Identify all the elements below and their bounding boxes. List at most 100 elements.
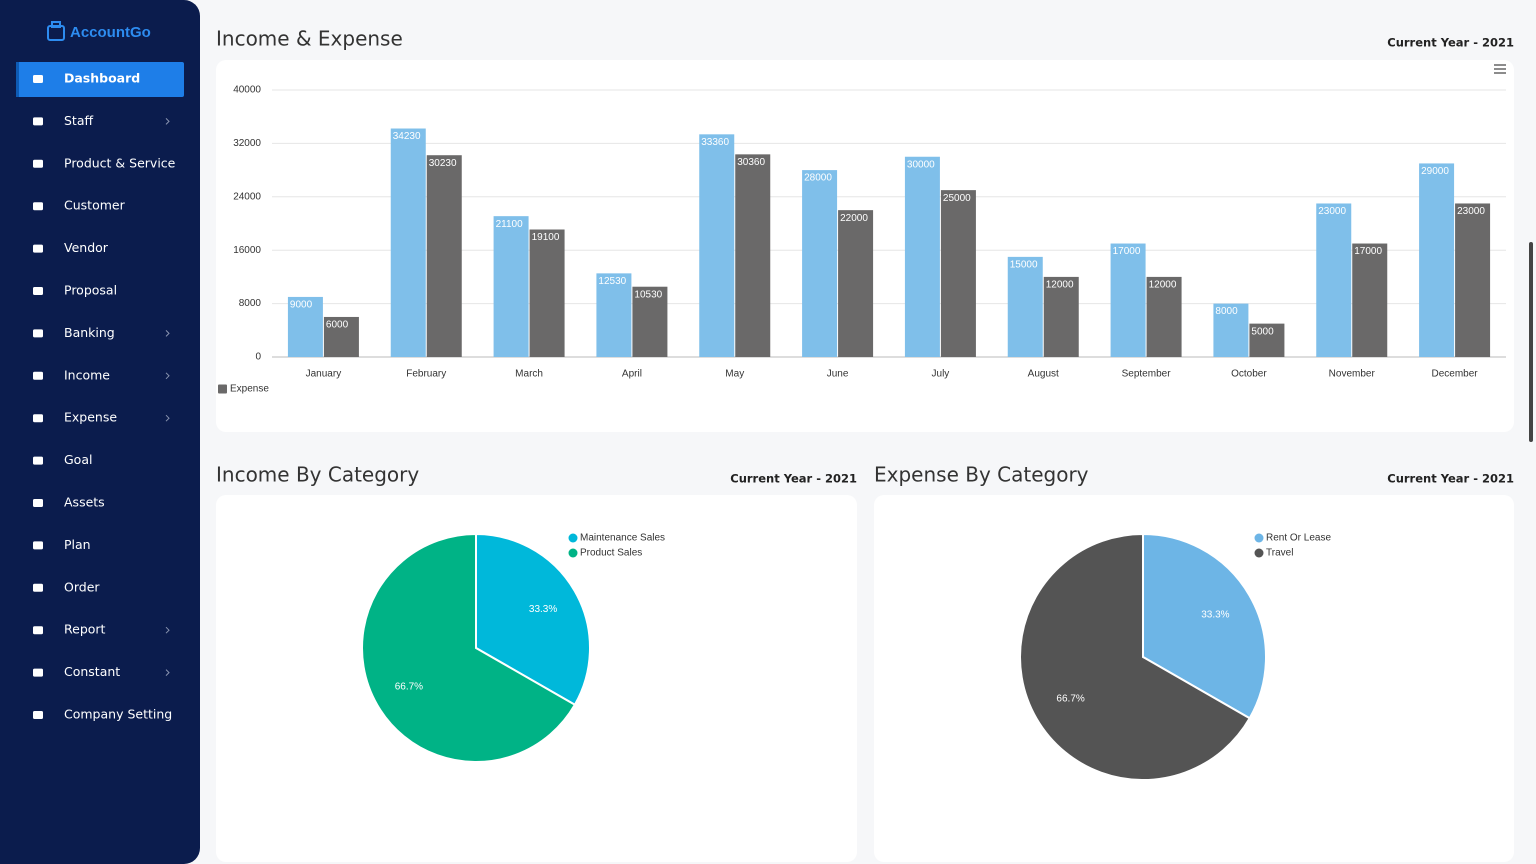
- bar: [529, 229, 565, 357]
- bar: [1146, 276, 1182, 357]
- menu-label[interactable]: Customer: [64, 198, 126, 213]
- menu-item[interactable]: Banking: [33, 325, 170, 340]
- menu-item[interactable]: Proposal: [33, 283, 117, 298]
- menu-item[interactable]: Goal: [33, 452, 92, 467]
- menu-label[interactable]: Expense: [64, 410, 117, 425]
- menu-label[interactable]: Plan: [64, 537, 91, 552]
- menu-icon: [33, 202, 43, 211]
- legend-dot: [568, 533, 578, 543]
- menu-item[interactable]: Product & Service: [33, 155, 176, 170]
- menu-item[interactable]: Staff: [33, 113, 170, 128]
- chart-subtitle: Current Year - 2021: [1387, 472, 1514, 486]
- pie-slice: [361, 532, 577, 763]
- menu-label[interactable]: Staff: [64, 113, 93, 128]
- menu-label[interactable]: Order: [64, 579, 100, 594]
- slice-label: 66.7%: [395, 681, 423, 692]
- legend-swatch: [218, 384, 227, 394]
- menu-item[interactable]: Vendor: [33, 240, 109, 255]
- bar-value-label: 28000: [804, 173, 832, 184]
- menu-label[interactable]: Proposal: [64, 283, 117, 298]
- slice-label: 66.7%: [1056, 694, 1084, 705]
- bar: [493, 216, 529, 357]
- chart-subtitle: Current Year - 2021: [1387, 36, 1514, 50]
- menu-item[interactable]: Constant: [33, 664, 170, 679]
- bar-value-label: 6000: [326, 320, 349, 331]
- menu-icon: [33, 499, 43, 507]
- menu-label[interactable]: Dashboard: [64, 71, 140, 86]
- chart-title: Income & Expense: [216, 27, 403, 51]
- menu-item[interactable]: Plan: [33, 537, 91, 552]
- legend-dot: [568, 548, 578, 558]
- menu-icon: [33, 414, 43, 423]
- legend-label[interactable]: Expense: [230, 384, 269, 395]
- y-tick-label: 16000: [233, 245, 261, 256]
- bar: [426, 155, 462, 357]
- menu-label[interactable]: Income: [64, 367, 110, 382]
- y-tick-label: 0: [255, 352, 261, 363]
- legend-label[interactable]: Rent Or Lease: [1266, 533, 1331, 544]
- chart-menu-icon[interactable]: [1494, 64, 1506, 74]
- bar-value-label: 19100: [532, 232, 560, 243]
- menu-label[interactable]: Company Setting: [64, 707, 172, 722]
- chart-subtitle: Current Year - 2021: [730, 472, 857, 486]
- submenu-arrow: [165, 669, 170, 676]
- legend-label[interactable]: Travel: [1266, 548, 1293, 559]
- menu-item[interactable]: Assets: [33, 495, 105, 510]
- bar-value-label: 17000: [1354, 246, 1382, 257]
- menu-item[interactable]: Income: [33, 367, 170, 382]
- bar: [1007, 256, 1043, 357]
- brand-logo: [47, 21, 65, 41]
- bar: [323, 316, 359, 357]
- active-highlight: [16, 62, 184, 97]
- scrollbar[interactable]: [1529, 242, 1533, 442]
- legend-label[interactable]: Product Sales: [580, 548, 642, 559]
- brand[interactable]: AccountGo: [70, 24, 151, 41]
- menu-icon: [33, 668, 43, 677]
- bar: [1213, 303, 1249, 357]
- bar-value-label: 25000: [943, 193, 971, 204]
- menu-icon: [33, 711, 43, 719]
- bar: [596, 273, 632, 357]
- menu-label[interactable]: Product & Service: [64, 155, 176, 170]
- menu-item[interactable]: Dashboard: [16, 62, 184, 97]
- x-tick-label: May: [725, 369, 744, 380]
- bar-value-label: 10530: [634, 289, 662, 300]
- legend-label[interactable]: Maintenance Sales: [580, 533, 665, 544]
- bar: [904, 156, 940, 357]
- y-tick-label: 40000: [233, 85, 261, 96]
- menu-item[interactable]: Customer: [33, 198, 126, 213]
- menu-item[interactable]: Company Setting: [33, 707, 172, 722]
- bar-value-label: 12530: [598, 276, 626, 287]
- menu-icon: [33, 329, 43, 338]
- bar: [1419, 163, 1455, 357]
- bar-value-label: 15000: [1010, 260, 1038, 271]
- menu-label[interactable]: Goal: [64, 452, 92, 467]
- menu-icon: [33, 117, 43, 126]
- x-tick-label: November: [1329, 369, 1376, 380]
- pie-slice: [1142, 532, 1267, 720]
- menu-label[interactable]: Constant: [64, 664, 120, 679]
- pie-slice: [475, 532, 591, 707]
- charts: Income & Expense Current Year - 2021 0 8000…: [216, 27, 1514, 862]
- x-tick-label: October: [1231, 369, 1267, 380]
- menu-icon: [33, 456, 43, 465]
- bar: [735, 154, 771, 357]
- menu-item[interactable]: Order: [33, 579, 100, 594]
- legend-dot: [1254, 548, 1264, 558]
- menu-label[interactable]: Assets: [64, 495, 105, 510]
- bar-value-label: 21100: [496, 219, 524, 230]
- menu-item[interactable]: Report: [33, 622, 170, 637]
- submenu-arrow: [165, 330, 170, 337]
- bar-value-label: 33360: [701, 137, 729, 148]
- x-tick-label: June: [827, 369, 849, 380]
- bar: [632, 286, 668, 357]
- menu-label[interactable]: Report: [64, 622, 106, 637]
- menu-icon: [33, 626, 43, 635]
- menu-label[interactable]: Vendor: [64, 240, 109, 255]
- chart-title: Expense By Category: [874, 463, 1089, 487]
- menu-item[interactable]: Expense: [33, 410, 170, 425]
- bar-value-label: 8000: [1215, 306, 1238, 317]
- x-tick-label: February: [406, 369, 446, 380]
- menu-label[interactable]: Banking: [64, 325, 115, 340]
